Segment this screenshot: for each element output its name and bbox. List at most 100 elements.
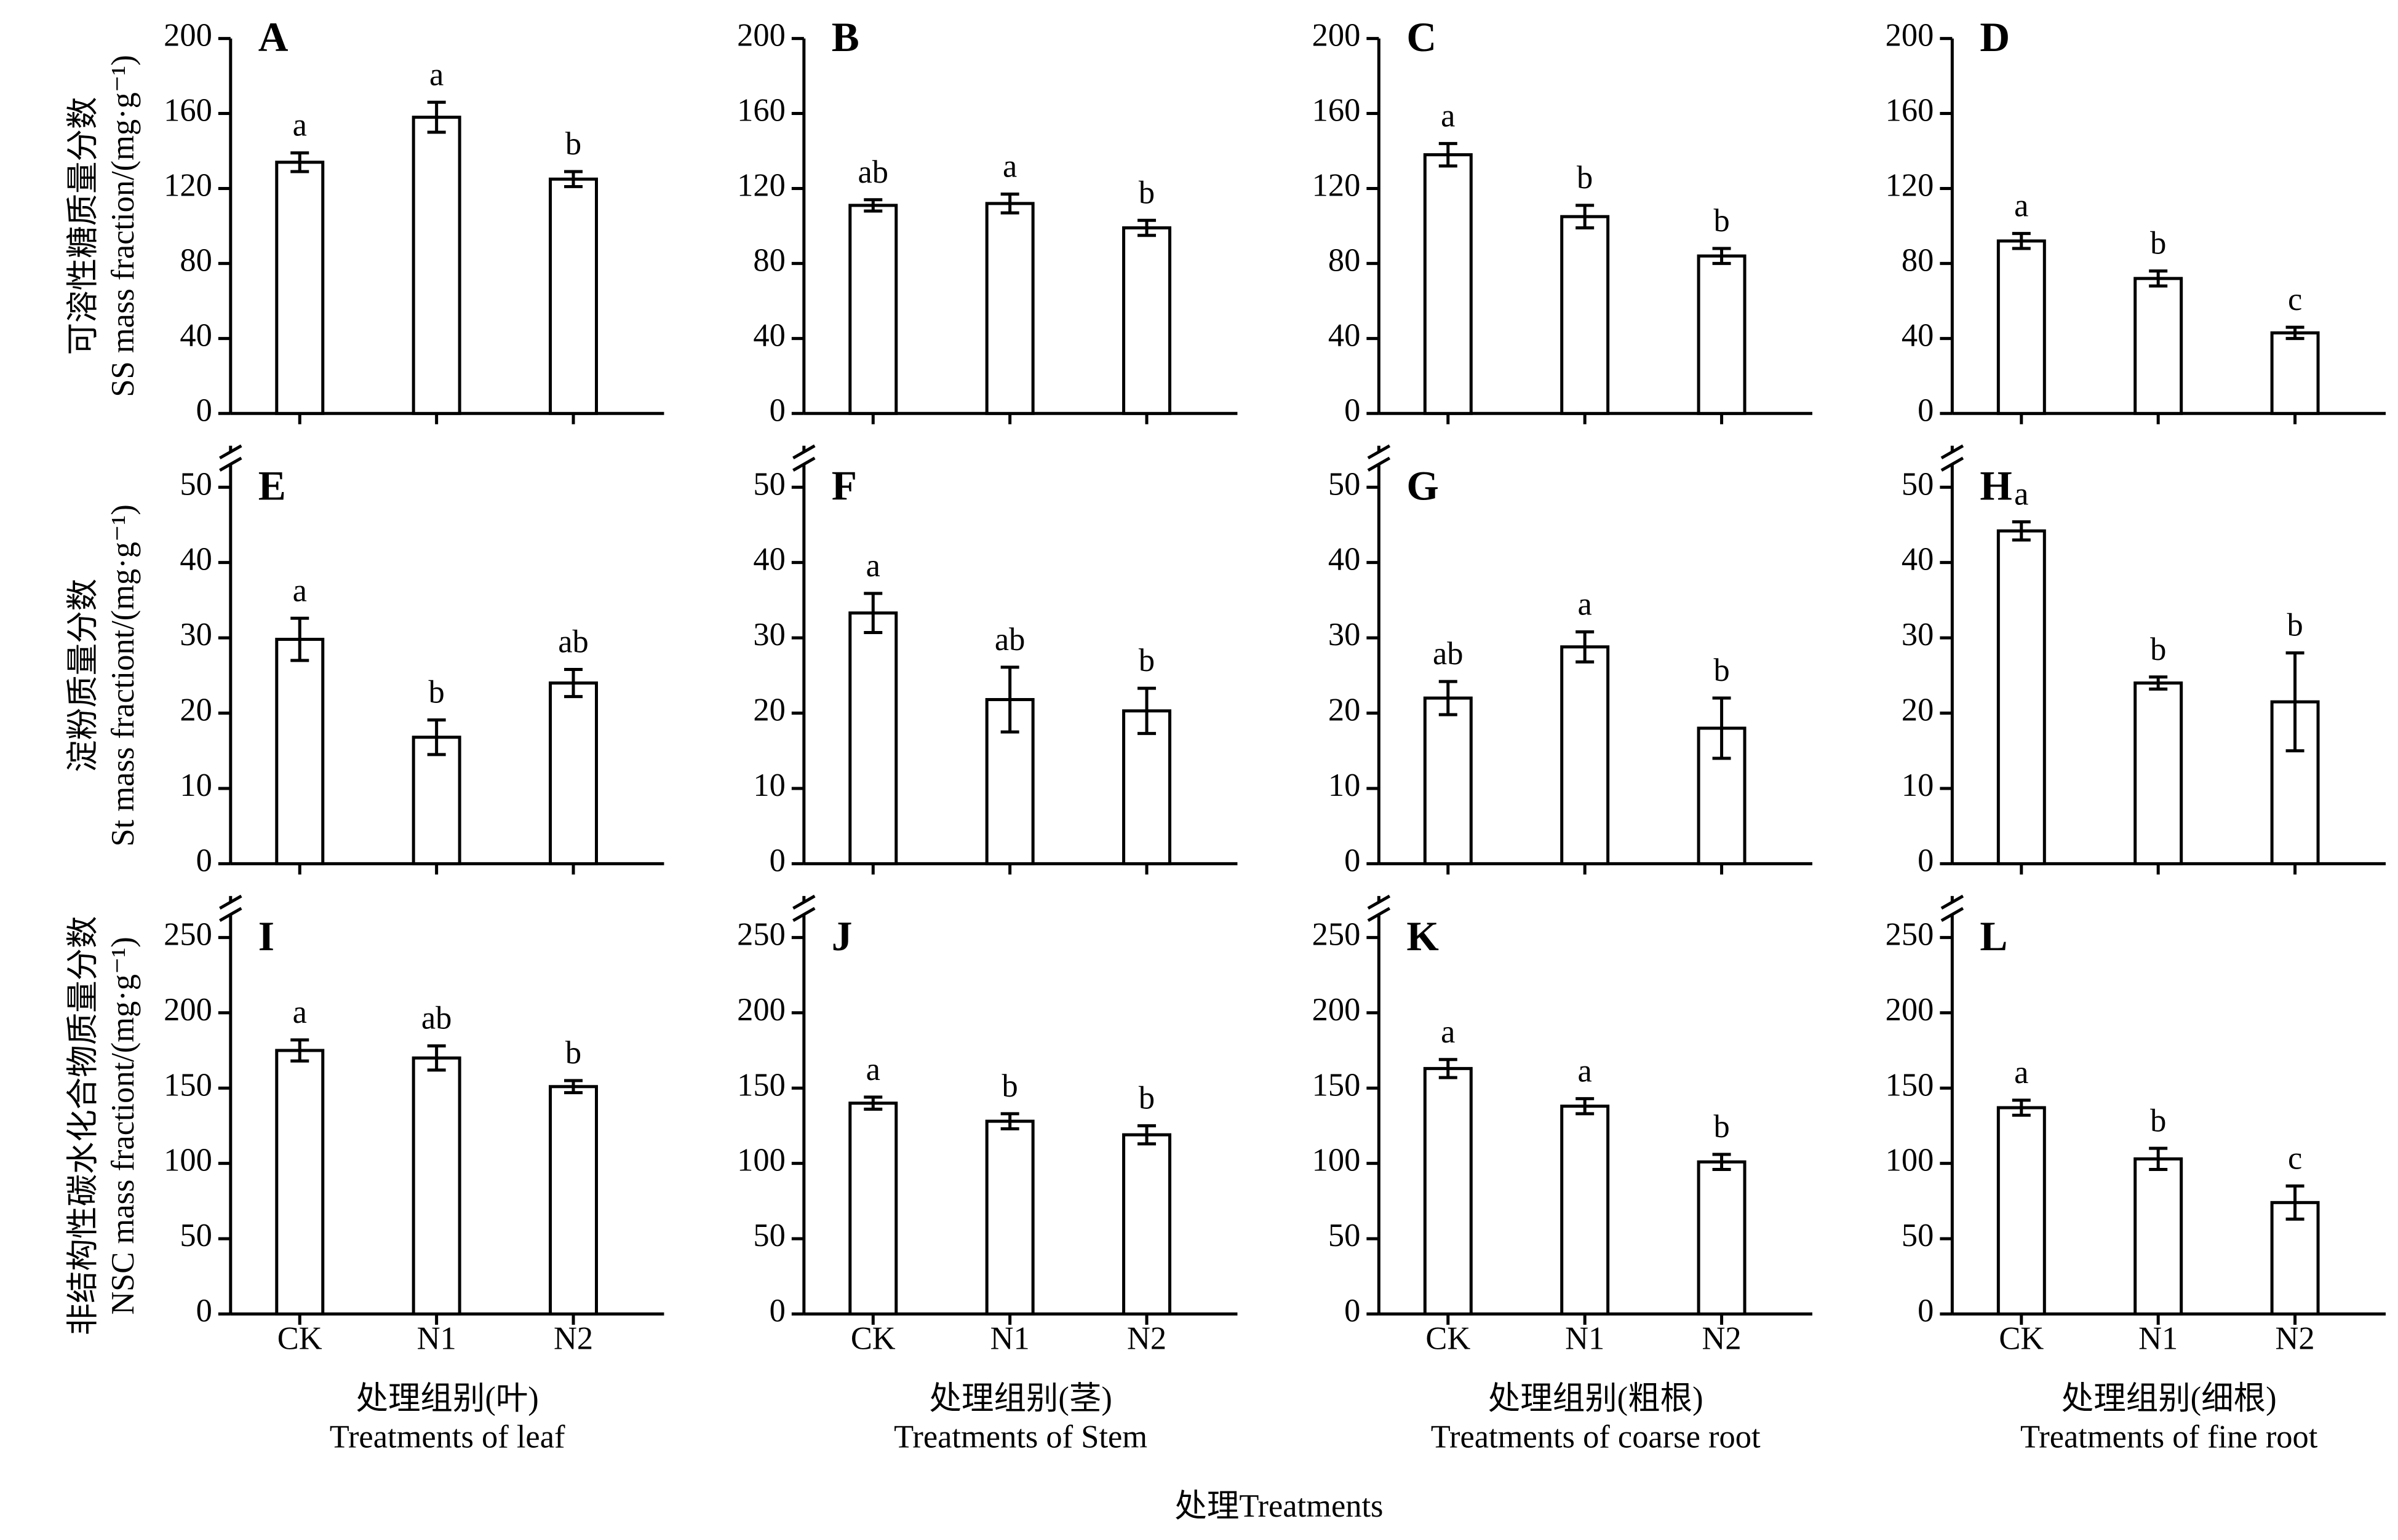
- y-tick-label: 0: [770, 1293, 786, 1329]
- y-tick-label: 250: [737, 916, 786, 952]
- x-axis-label: Treatments of fine root: [2020, 1419, 2318, 1455]
- y-tick-label: 200: [1886, 992, 1934, 1028]
- y-tick-label: 100: [1312, 1143, 1361, 1178]
- y-tick-label: 250: [164, 916, 212, 952]
- significance-label: b: [1713, 1109, 1729, 1145]
- x-tick-label: N2: [1702, 1321, 1741, 1357]
- bar: [848, 1101, 898, 1316]
- significance-label: b: [429, 675, 445, 710]
- y-axis-label: 淀粉质量分数: [65, 579, 101, 772]
- axis-break: [1367, 444, 1391, 472]
- bar: [549, 177, 599, 415]
- panel-label: A: [258, 14, 289, 60]
- error-bar: [864, 592, 883, 635]
- axis-break: [1367, 894, 1391, 923]
- axis-break: [1940, 444, 1964, 472]
- y-tick-label: 50: [180, 466, 212, 502]
- significance-label: ab: [558, 624, 589, 660]
- y-tick-label: 100: [164, 1143, 212, 1178]
- significance-label: c: [2288, 1140, 2302, 1176]
- significance-label: a: [2014, 1055, 2028, 1090]
- error-bar: [1000, 1112, 1019, 1130]
- y-tick-label: 160: [164, 93, 212, 129]
- y-tick-label: 10: [1902, 768, 1934, 803]
- axis-break-gap: [1368, 902, 1390, 915]
- error-bar: [290, 1038, 309, 1063]
- y-tick-label: 30: [1328, 617, 1360, 653]
- y-tick-label: 20: [180, 693, 212, 728]
- error-bar: [1137, 686, 1157, 736]
- panel-label: E: [258, 463, 286, 509]
- significance-label: b: [1577, 160, 1593, 196]
- bar: [275, 1049, 325, 1316]
- x-tick-label: N2: [1127, 1321, 1166, 1357]
- error-bar: [2149, 1146, 2168, 1171]
- bar: [1996, 529, 2046, 865]
- significance-label: ab: [1433, 636, 1464, 672]
- error-bar: [1575, 204, 1595, 230]
- significance-label: a: [866, 548, 880, 584]
- y-tick-label: 150: [164, 1067, 212, 1103]
- error-bar: [1137, 1124, 1157, 1146]
- bar: [412, 736, 461, 865]
- bar: [1423, 1066, 1473, 1316]
- error-bar: [1000, 665, 1019, 734]
- y-tick-label: 120: [164, 168, 212, 204]
- significance-label: b: [2150, 632, 2166, 667]
- error-bar: [2012, 232, 2031, 250]
- panel-label: L: [1980, 913, 2007, 959]
- error-bar: [564, 1079, 583, 1095]
- bar: [412, 1056, 461, 1316]
- significance-label: a: [1441, 98, 1455, 133]
- y-tick-label: 150: [1886, 1067, 1934, 1103]
- significance-label: b: [1139, 175, 1155, 210]
- panel-label: K: [1406, 913, 1438, 959]
- y-tick-label: 30: [1902, 617, 1934, 653]
- error-bar: [1438, 141, 1457, 168]
- y-tick-label: 40: [753, 317, 785, 353]
- error-bar: [1575, 630, 1595, 664]
- y-tick-label: 0: [1918, 1293, 1934, 1329]
- bar: [985, 1119, 1035, 1316]
- significance-label: b: [1139, 1081, 1155, 1116]
- axis-break-gap: [1941, 902, 1963, 915]
- bar: [1697, 1160, 1747, 1316]
- bar: [549, 1085, 599, 1316]
- error-bar: [1438, 1058, 1457, 1079]
- y-axis-label: 可溶性糖质量分数: [65, 97, 101, 355]
- error-bar: [2285, 1184, 2304, 1221]
- error-bar: [1712, 696, 1731, 760]
- significance-label: b: [1002, 1068, 1018, 1104]
- y-tick-label: 50: [753, 1218, 785, 1253]
- x-axis-label: 处理组别(叶): [356, 1381, 538, 1416]
- bar: [2270, 1201, 2320, 1316]
- y-tick-label: 50: [1328, 466, 1360, 502]
- axis-break: [792, 444, 816, 472]
- y-tick-label: 120: [1886, 168, 1934, 204]
- y-tick-label: 20: [753, 693, 785, 728]
- x-tick-label: CK: [1425, 1321, 1470, 1357]
- significance-label: b: [1713, 653, 1729, 688]
- panel-label: G: [1406, 463, 1438, 509]
- y-tick-label: 200: [164, 992, 212, 1028]
- panel-label: F: [832, 463, 857, 509]
- y-tick-label: 10: [753, 768, 785, 803]
- error-bar: [2012, 1098, 2031, 1117]
- y-tick-label: 50: [180, 1218, 212, 1253]
- x-tick-label: CK: [1999, 1321, 2044, 1357]
- error-bar: [1712, 247, 1731, 265]
- error-bar: [564, 668, 583, 699]
- y-tick-label: 0: [770, 843, 786, 878]
- bar: [1996, 1106, 2046, 1316]
- y-tick-label: 200: [1312, 18, 1361, 54]
- panel-label: J: [832, 913, 853, 959]
- y-tick-label: 30: [753, 617, 785, 653]
- error-bar: [1712, 1153, 1731, 1171]
- y-tick-label: 80: [1902, 242, 1934, 278]
- panel-label: H: [1980, 463, 2012, 509]
- y-tick-label: 80: [1328, 242, 1360, 278]
- significance-label: b: [2150, 1103, 2166, 1138]
- y-tick-label: 0: [196, 392, 212, 428]
- y-tick-label: 120: [737, 168, 786, 204]
